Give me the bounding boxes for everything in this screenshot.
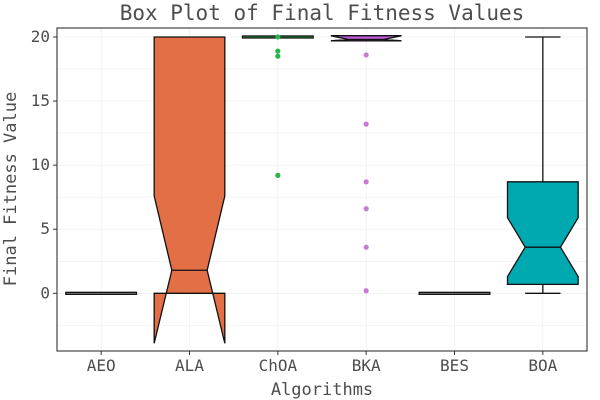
x-tick-label: BES bbox=[440, 356, 469, 375]
y-tick-label: 15 bbox=[31, 91, 50, 110]
outlier-layer bbox=[275, 34, 369, 294]
y-tick-label: 0 bbox=[40, 283, 50, 302]
box-bes bbox=[418, 291, 491, 295]
axis-layer: 0 5 10 15 20 AEO ALA ChOA BKA BES BOA bbox=[31, 27, 558, 375]
x-tick-label: BOA bbox=[528, 356, 557, 375]
outlier-point bbox=[275, 172, 281, 179]
outlier-point bbox=[363, 52, 369, 58]
x-tick-label: AEO bbox=[87, 356, 116, 375]
box-aeo bbox=[65, 291, 138, 295]
y-tick-label: 20 bbox=[31, 27, 50, 46]
outlier-point bbox=[275, 34, 281, 40]
outlier-point bbox=[363, 244, 369, 250]
y-tick-label: 5 bbox=[40, 219, 50, 238]
outlier-point bbox=[363, 179, 369, 185]
x-axis-title: Algorithms bbox=[271, 380, 373, 400]
box-layer bbox=[65, 35, 579, 344]
chart-title: Box Plot of Final Fitness Values bbox=[120, 1, 525, 25]
y-axis-title: Final Fitness Value bbox=[1, 92, 21, 286]
outlier-point bbox=[275, 48, 281, 54]
outlier-point bbox=[363, 206, 369, 212]
x-tick-label: BKA bbox=[352, 356, 381, 375]
box-body bbox=[418, 291, 491, 295]
outlier-point bbox=[363, 121, 369, 127]
y-tick-label: 10 bbox=[31, 155, 50, 174]
grid-layer bbox=[57, 28, 587, 351]
box-ala bbox=[153, 36, 226, 344]
box-body bbox=[153, 36, 226, 344]
x-tick-label: ChOA bbox=[259, 356, 298, 375]
box-bka bbox=[330, 35, 402, 42]
x-tick-label: ALA bbox=[175, 356, 204, 375]
plot-panel-border bbox=[56, 27, 588, 352]
box-body bbox=[506, 181, 579, 286]
outlier-point bbox=[363, 288, 369, 294]
outlier-point bbox=[275, 53, 281, 59]
box-body bbox=[65, 291, 138, 295]
box-boa bbox=[506, 36, 579, 294]
